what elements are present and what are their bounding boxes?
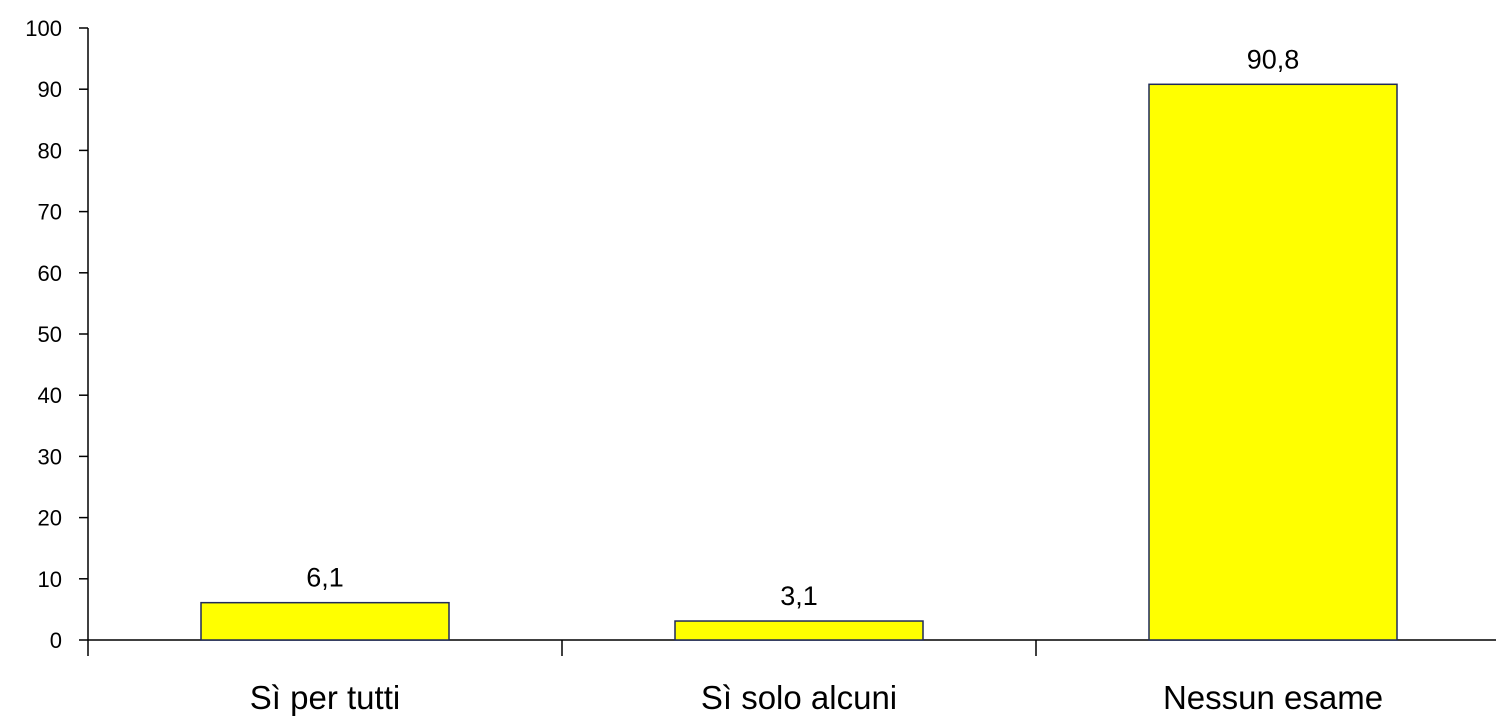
- y-tick-label: 40: [38, 383, 62, 408]
- bar-value-label: 3,1: [780, 581, 818, 611]
- data-labels: 6,1 3,1 90,8: [306, 44, 1299, 611]
- x-category-label: Sì solo alcuni: [701, 679, 897, 716]
- y-tick-label: 50: [38, 322, 62, 347]
- y-tick-label: 80: [38, 138, 62, 163]
- bar: [1148, 83, 1398, 641]
- x-category-label: Nessun esame: [1163, 679, 1383, 716]
- y-tick-label: 60: [38, 261, 62, 286]
- y-tick-label: 100: [25, 16, 62, 41]
- y-tick-label: 0: [50, 628, 62, 653]
- bar-value-label: 6,1: [306, 563, 344, 593]
- bar: [200, 601, 450, 641]
- y-tick-label: 70: [38, 200, 62, 225]
- y-tick-label: 10: [38, 567, 62, 592]
- y-tick-label: 30: [38, 444, 62, 469]
- x-category-label: Sì per tutti: [250, 679, 400, 716]
- y-tick-label: 90: [38, 77, 62, 102]
- x-axis: Sì per tutti Sì solo alcuni Nessun esame: [87, 639, 1496, 716]
- bar: [674, 620, 924, 641]
- y-tick-label: 20: [38, 506, 62, 531]
- bar-value-label: 90,8: [1247, 44, 1300, 74]
- bars: [200, 83, 1398, 641]
- y-axis: 0 10 20 30 40 50 60 70 80 90 100: [25, 16, 89, 653]
